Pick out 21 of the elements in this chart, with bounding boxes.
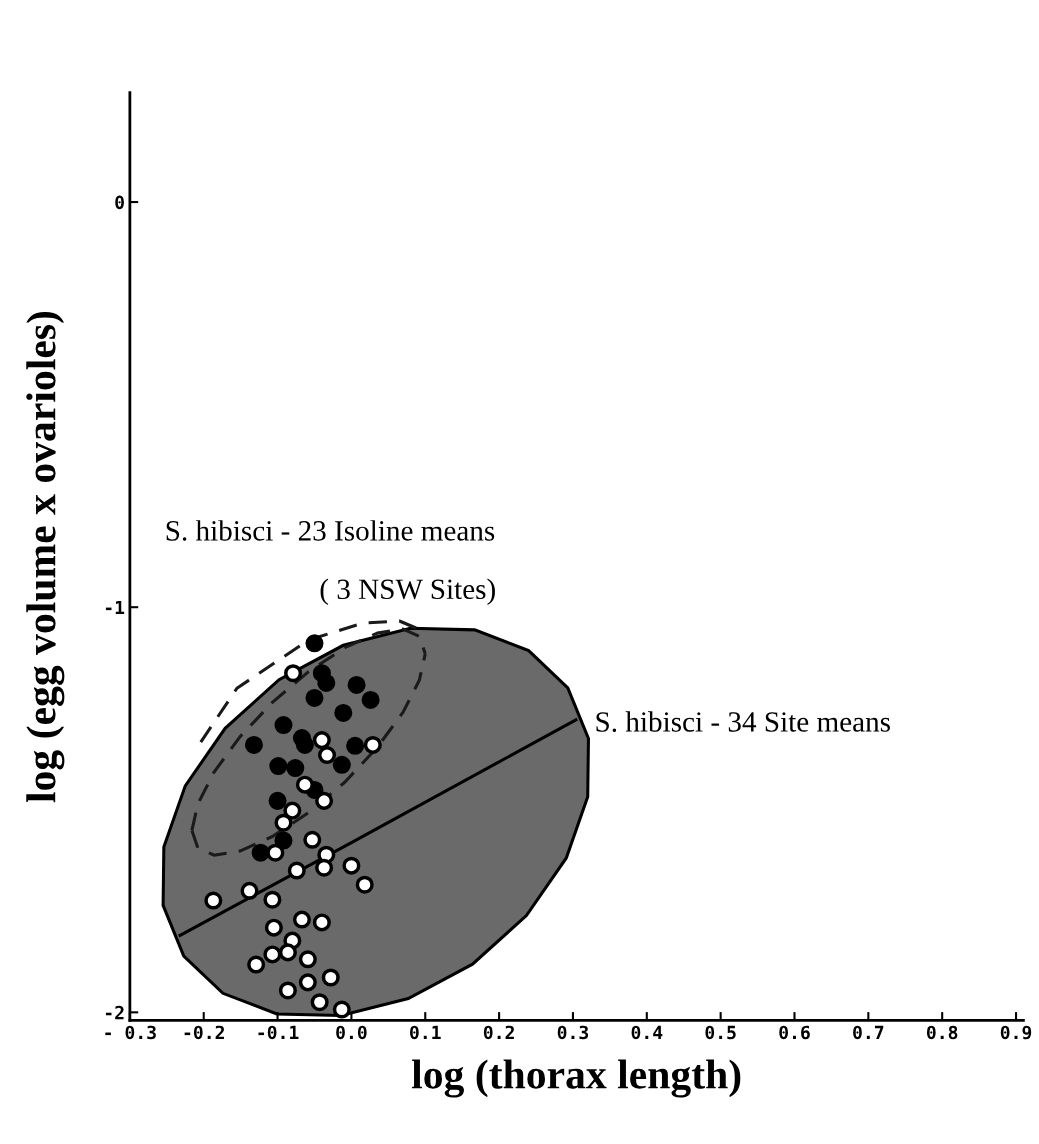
y-tick-label: -1 (105, 600, 125, 615)
x-tick-label: - 0.3 (105, 1025, 156, 1040)
x-tick-label: 0.3 (557, 1025, 589, 1040)
y-tick-label: -2 (105, 1005, 124, 1020)
y-axis-title: log (egg volume x ovarioles) (26, 311, 65, 803)
annotation: S. hibisci - 23 Isoline means (166, 520, 495, 541)
x-tick-label: 0.1 (410, 1025, 441, 1040)
annotation: S. hibisci - 34 Site means (596, 711, 890, 732)
x-tick-label: 0.2 (483, 1025, 514, 1040)
x-tick-label: 0.5 (705, 1025, 736, 1040)
x-tick-label: 0.8 (926, 1025, 958, 1040)
x-tick-label: 0.6 (779, 1025, 810, 1040)
annotation: ( 3 NSW Sites) (320, 578, 495, 606)
x-axis-title: log (thorax length) (411, 1059, 741, 1098)
x-tick-label: 0.7 (853, 1025, 884, 1040)
y-tick-label: 0 (115, 195, 124, 210)
x-tick-label: 0.9 (1000, 1025, 1032, 1040)
x-tick-label: 0.4 (631, 1025, 663, 1040)
x-tick-label: -0.2 (184, 1025, 224, 1040)
x-tick-label: -0.1 (258, 1025, 299, 1040)
x-tick-label: 0.0 (336, 1025, 367, 1040)
